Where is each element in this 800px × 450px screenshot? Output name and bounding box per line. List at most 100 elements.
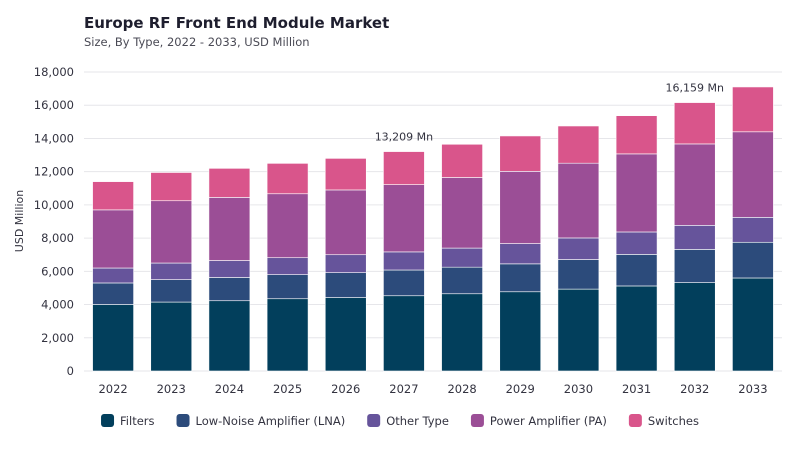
y-tick-label: 14,000 [34, 131, 74, 145]
bar-segment [732, 86, 774, 133]
legend-label: Power Amplifier (PA) [490, 414, 607, 428]
chart-title: Europe RF Front End Module Market [84, 14, 389, 32]
bar-segment [324, 272, 367, 298]
annotations: 13,209 Mn 16,159 Mn [375, 82, 724, 144]
x-tick-label: 2032 [680, 382, 709, 396]
bar-segment [499, 263, 542, 293]
bar-segment [324, 254, 367, 273]
legend-swatch [470, 414, 484, 427]
y-tick-label: 12,000 [34, 165, 74, 179]
x-tick-label: 2033 [738, 382, 767, 396]
x-axis-ticks: 2022 2023 2024 2025 2026 2027 2028 2029 2030 2031… [98, 382, 767, 396]
x-tick-label: 2029 [506, 382, 535, 396]
bar-segment [266, 163, 309, 195]
bar-segment [615, 115, 658, 155]
bar-segment [557, 162, 600, 239]
bar-segment [324, 158, 367, 191]
bar-segment [150, 172, 193, 202]
bar-segment [557, 237, 600, 260]
bar-segment [499, 135, 542, 172]
bar-segment [732, 217, 774, 243]
bar-segment [615, 254, 658, 287]
bar-segment [324, 189, 367, 256]
x-tick-label: 2022 [98, 382, 127, 396]
legend-label: Switches [648, 414, 699, 428]
bar-segment [383, 269, 425, 297]
x-tick-label: 2028 [447, 382, 476, 396]
y-axis-ticks: 0 2,000 4,000 6,000 8,000 10,000 12,000 14,000 1… [34, 65, 74, 378]
legend-label: Low-Noise Amplifier (LNA) [196, 414, 346, 428]
bar-segment [208, 300, 251, 372]
y-tick-label: 8,000 [41, 231, 74, 245]
bar-segment [441, 247, 483, 268]
legend-item: Other Type [367, 414, 449, 428]
bar-segment [266, 193, 309, 259]
bar-segment [441, 177, 483, 249]
bar-segment [150, 279, 193, 303]
y-tick-label: 4,000 [41, 298, 74, 312]
bar-segment [92, 209, 134, 269]
bar-segment [383, 295, 425, 372]
legend-swatch [176, 414, 190, 427]
bar-segment [673, 143, 716, 226]
bar-segment [208, 197, 251, 261]
bar-segment [383, 251, 425, 271]
bar-segment [324, 297, 367, 372]
bar-segment [615, 231, 658, 255]
legend-item: Filters [101, 414, 155, 428]
bar-segment [150, 301, 193, 372]
bar-segment [673, 282, 716, 372]
bar-segment [441, 266, 483, 295]
bar-segment [499, 243, 542, 265]
x-tick-label: 2030 [564, 382, 593, 396]
y-tick-label: 2,000 [41, 331, 74, 345]
bar-segment [266, 298, 309, 372]
y-tick-label: 6,000 [41, 264, 74, 278]
legend: Filters Low-Noise Amplifier (LNA) Other Ty… [101, 414, 699, 428]
bar-segment [732, 131, 774, 218]
annotation-label: 13,209 Mn [375, 131, 433, 144]
bar-segment [266, 257, 309, 275]
x-tick-label: 2023 [157, 382, 186, 396]
bar-segment [732, 241, 774, 279]
bar-segment [673, 102, 716, 145]
bar-segment [266, 274, 309, 300]
legend-item: Low-Noise Amplifier (LNA) [176, 414, 346, 428]
bar-segment [673, 249, 716, 283]
x-tick-label: 2031 [622, 382, 651, 396]
bars [92, 86, 774, 372]
annotation-label: 16,159 Mn [666, 82, 724, 95]
bar-segment [441, 143, 483, 178]
y-tick-label: 16,000 [34, 98, 74, 112]
bar-segment [383, 184, 425, 253]
bar-segment [92, 304, 134, 372]
bar-segment [557, 125, 600, 164]
bar-segment [208, 168, 251, 198]
x-tick-label: 2025 [273, 382, 302, 396]
legend-item: Switches [628, 414, 699, 428]
legend-item: Power Amplifier (PA) [470, 414, 607, 428]
bar-segment [92, 282, 134, 305]
chart-subtitle: Size, By Type, 2022 - 2033, USD Million [84, 35, 310, 49]
y-tick-label: 18,000 [34, 65, 74, 79]
x-tick-label: 2024 [215, 382, 244, 396]
bar-segment [615, 153, 658, 233]
bar-segment [383, 151, 425, 185]
bar-segment [441, 293, 483, 372]
x-tick-label: 2027 [389, 382, 418, 396]
y-tick-label: 10,000 [34, 198, 74, 212]
legend-swatch [367, 414, 381, 427]
legend-swatch [628, 414, 642, 427]
bar-segment [557, 259, 600, 290]
bar-segment [615, 285, 658, 372]
bar-segment [673, 225, 716, 250]
bar-segment [499, 171, 542, 244]
legend-label: Other Type [386, 414, 449, 428]
bar-segment [208, 260, 251, 278]
bar-segment [150, 262, 193, 280]
y-tick-label: 0 [67, 364, 74, 378]
legend-label: Filters [120, 414, 154, 428]
bar-segment [732, 277, 774, 372]
bar-segment [92, 267, 134, 284]
